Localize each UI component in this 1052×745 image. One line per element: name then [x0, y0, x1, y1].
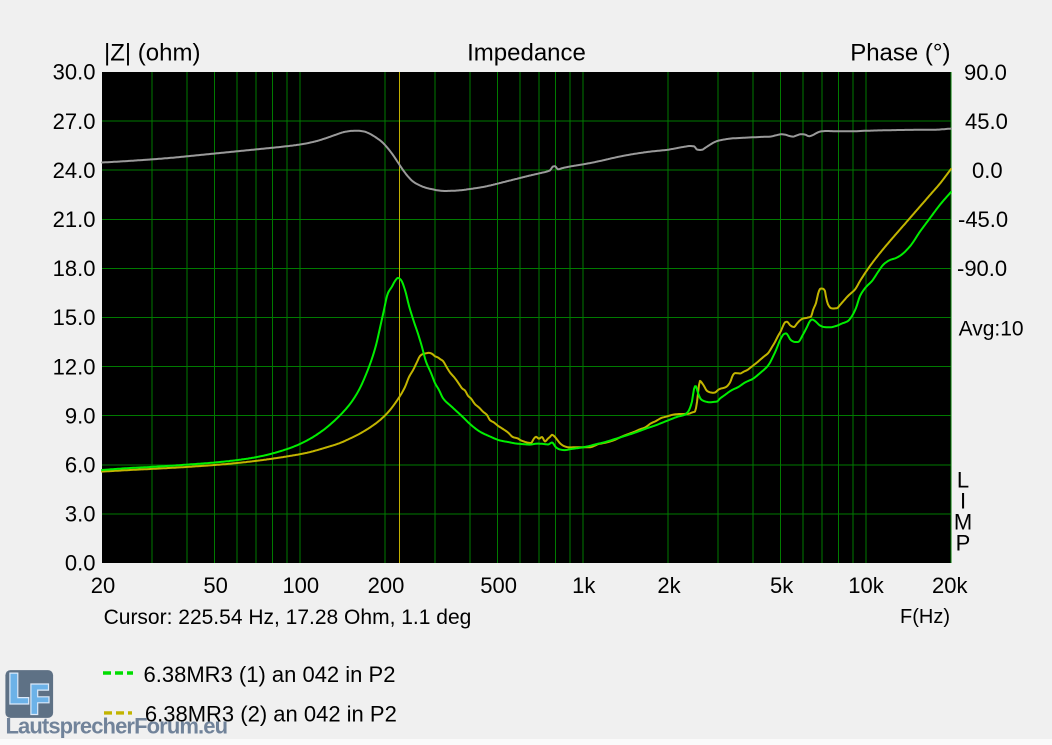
svg-text:50: 50 — [203, 573, 227, 598]
svg-text:200: 200 — [368, 573, 405, 598]
svg-text:M: M — [954, 510, 972, 535]
svg-text:P: P — [956, 531, 971, 556]
svg-text:27.0: 27.0 — [53, 109, 96, 134]
svg-text:Impedance: Impedance — [467, 39, 586, 66]
svg-text:5k: 5k — [770, 573, 794, 598]
svg-text:20: 20 — [91, 573, 115, 598]
svg-text:500: 500 — [480, 573, 517, 598]
svg-text:100: 100 — [282, 573, 319, 598]
svg-text:6.0: 6.0 — [65, 453, 96, 478]
svg-text:Phase (°): Phase (°) — [850, 39, 950, 66]
svg-text:-90.0: -90.0 — [957, 256, 1007, 281]
svg-text:I: I — [960, 489, 966, 514]
svg-text:6.38MR3 (2) an 042 in P2: 6.38MR3 (2) an 042 in P2 — [145, 701, 397, 726]
svg-text:12.0: 12.0 — [53, 354, 96, 379]
svg-text:0.0: 0.0 — [65, 551, 96, 576]
svg-text:15.0: 15.0 — [53, 305, 96, 330]
svg-text:30.0: 30.0 — [53, 60, 96, 85]
svg-text:Cursor: 225.54 Hz, 17.28 Ohm,: Cursor: 225.54 Hz, 17.28 Ohm, 1.1 deg — [104, 606, 472, 629]
svg-text:F(Hz): F(Hz) — [900, 606, 950, 628]
svg-text:Avg:10: Avg:10 — [959, 317, 1024, 340]
svg-text:18.0: 18.0 — [53, 256, 96, 281]
svg-text:LautsprecherForum.eu: LautsprecherForum.eu — [6, 714, 228, 739]
svg-text:9.0: 9.0 — [65, 403, 96, 428]
svg-text:10k: 10k — [848, 573, 884, 598]
svg-text:L: L — [957, 468, 969, 493]
svg-text:24.0: 24.0 — [53, 158, 96, 183]
svg-text:0.0: 0.0 — [972, 158, 1003, 183]
svg-text:21.0: 21.0 — [53, 207, 96, 232]
svg-text:-45.0: -45.0 — [958, 207, 1008, 232]
svg-text:3.0: 3.0 — [65, 502, 96, 527]
svg-text:6.38MR3 (1) an 042 in P2: 6.38MR3 (1) an 042 in P2 — [144, 662, 396, 687]
svg-text:1k: 1k — [572, 573, 596, 598]
svg-text:20k: 20k — [932, 573, 968, 598]
svg-text:45.0: 45.0 — [965, 109, 1008, 134]
svg-text:2k: 2k — [657, 573, 681, 598]
svg-text:|Z| (ohm): |Z| (ohm) — [104, 39, 200, 66]
svg-text:90.0: 90.0 — [964, 60, 1007, 85]
